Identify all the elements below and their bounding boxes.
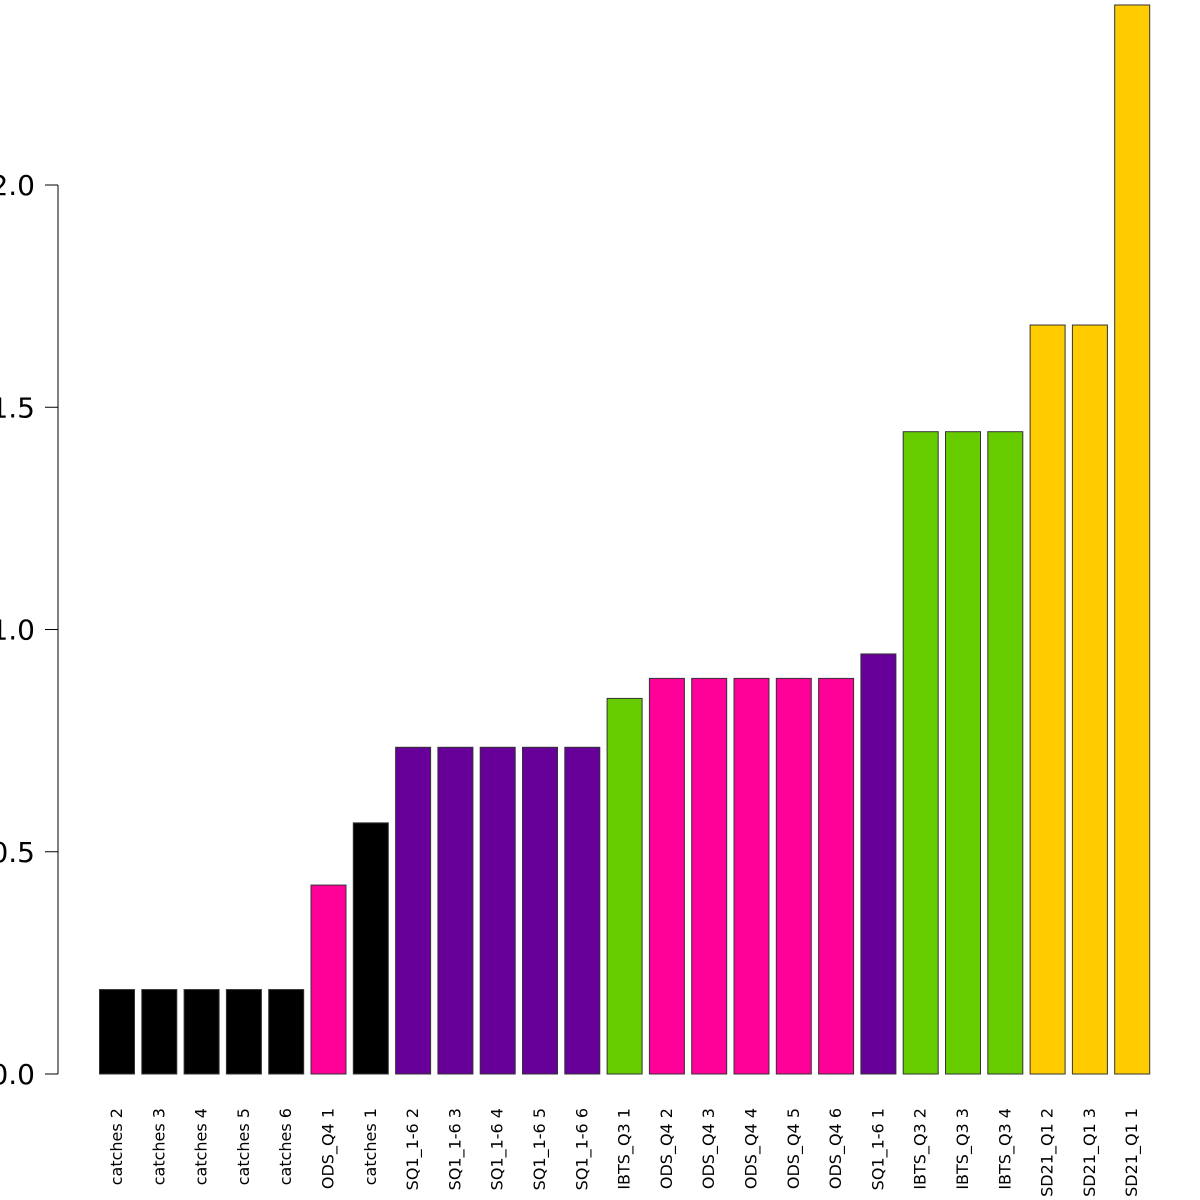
y-axis: 0.0 0.5 1.0 1.5 2.0 <box>0 169 59 1091</box>
bar <box>902 431 939 1075</box>
x-tick-label: SQ1_1-6 5 <box>530 1108 550 1190</box>
bar <box>691 677 728 1075</box>
x-tick-label: ODS_Q4 3 <box>699 1108 719 1189</box>
x-tick-label: IBTS_Q3 1 <box>615 1108 635 1190</box>
x-tick-label: ODS_Q4 6 <box>826 1108 846 1189</box>
x-tick-label: ODS_Q4 5 <box>784 1108 804 1189</box>
x-tick-label: SQ1_1-6 3 <box>445 1108 465 1190</box>
bar <box>775 677 812 1075</box>
x-tick-label: catches 4 <box>192 1108 211 1185</box>
bar <box>183 989 220 1075</box>
bar <box>606 697 643 1075</box>
x-tick-label: catches 6 <box>276 1108 295 1185</box>
x-tick-label: ODS_Q4 4 <box>742 1108 762 1189</box>
x-tick-label: SQ1_1-6 1 <box>868 1108 888 1190</box>
x-tick-label: SD21_Q1 2 <box>1038 1108 1058 1197</box>
y-tick-label: 1.5 <box>0 391 35 424</box>
bar <box>945 431 981 1075</box>
bar <box>733 677 770 1075</box>
bar <box>1071 324 1108 1075</box>
x-axis-labels: catches 2 catches 3 catches 4 catches 5 catc… <box>107 1108 1142 1197</box>
x-tick-label: SQ1_1-6 2 <box>403 1108 423 1190</box>
x-tick-label: ODS_Q4 2 <box>657 1108 677 1189</box>
bar <box>1029 324 1066 1075</box>
y-tick-label: 1.0 <box>0 614 35 647</box>
x-tick-label: catches 5 <box>234 1108 253 1185</box>
bar <box>225 989 262 1075</box>
bar <box>860 653 897 1075</box>
x-tick-label: IBTS_Q3 4 <box>995 1108 1015 1190</box>
bar <box>987 431 1024 1075</box>
bar <box>99 989 135 1075</box>
bar <box>479 746 516 1075</box>
bar <box>141 989 178 1075</box>
y-tick-label: 0.0 <box>0 1058 35 1091</box>
y-tick-label: 2.0 <box>0 169 35 202</box>
x-tick-label: SQ1_1-6 4 <box>488 1108 508 1190</box>
x-tick-label: catches 1 <box>361 1108 380 1185</box>
x-tick-label: ODS_Q4 1 <box>319 1108 339 1189</box>
bar <box>648 677 685 1075</box>
x-tick-label: SD21_Q1 1 <box>1122 1108 1142 1197</box>
x-tick-label: catches 2 <box>107 1108 126 1185</box>
x-tick-label: IBTS_Q3 2 <box>911 1108 931 1190</box>
bar <box>310 884 347 1075</box>
bar <box>437 746 474 1075</box>
bar <box>522 746 558 1075</box>
x-tick-label: IBTS_Q3 3 <box>953 1108 973 1190</box>
bar <box>818 677 855 1075</box>
bar <box>268 989 305 1075</box>
bar <box>564 746 601 1075</box>
bars <box>99 4 1151 1075</box>
y-tick-label: 0.5 <box>0 836 35 869</box>
x-tick-label: SQ1_1-6 6 <box>572 1108 592 1190</box>
bar <box>395 746 432 1075</box>
bar <box>352 822 389 1075</box>
x-tick-label: catches 3 <box>149 1108 168 1185</box>
bar <box>1114 4 1151 1075</box>
x-tick-label: SD21_Q1 3 <box>1080 1108 1100 1197</box>
